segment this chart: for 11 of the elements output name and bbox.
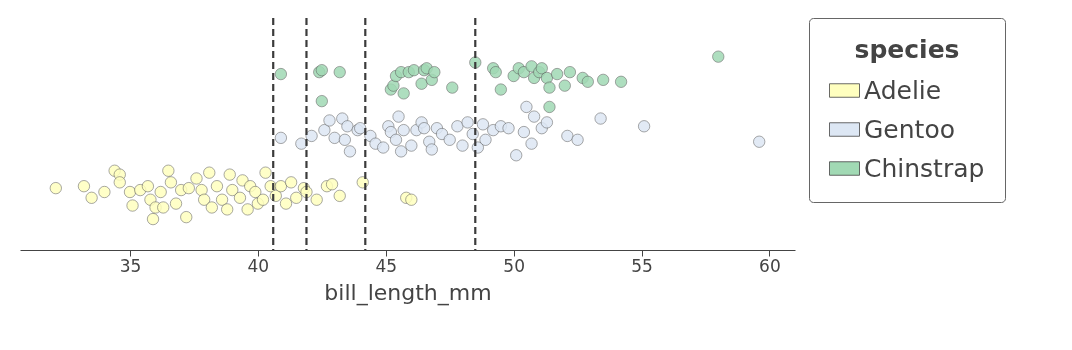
x-tick-label: 35 xyxy=(119,255,142,276)
x-tick-label: 40 xyxy=(247,255,270,276)
legend-label: Gentoo xyxy=(864,114,955,144)
x-tick-label: 60 xyxy=(759,255,781,276)
x-axis-title: bill_length_mm xyxy=(324,279,492,306)
x-tick-label: 45 xyxy=(375,255,398,276)
legend-label: Adelie xyxy=(864,75,942,105)
legend-label: Chinstrap xyxy=(864,153,985,183)
x-tick-label: 50 xyxy=(503,255,525,276)
legend-title: species xyxy=(854,35,960,64)
x-tick-label: 55 xyxy=(631,255,653,276)
